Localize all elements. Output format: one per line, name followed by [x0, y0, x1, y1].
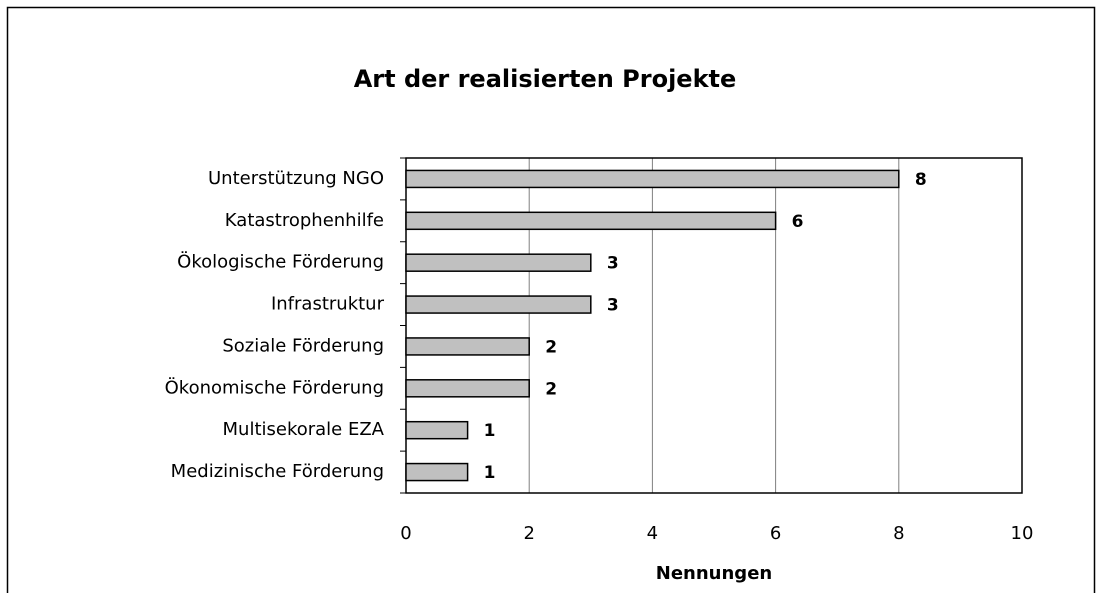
data-label: 2 [545, 379, 557, 399]
y-tick-label: Soziale Förderung [222, 335, 384, 356]
bar [405, 462, 469, 482]
bar [405, 337, 530, 356]
y-tick-label: Ökologische Förderung [177, 251, 384, 273]
x-tick-label: 0 [400, 523, 411, 544]
bar [405, 169, 900, 189]
bar [405, 211, 777, 231]
chart-title: Art der realisierten Projekte [354, 65, 737, 93]
x-tick-label: 8 [893, 523, 904, 544]
y-tick-label: Ökonomische Förderung [165, 376, 384, 398]
data-label: 6 [792, 212, 804, 232]
x-tick-label: 4 [647, 523, 658, 544]
data-label: 8 [915, 170, 927, 190]
y-tick-label: Katastrophenhilfe [225, 210, 384, 231]
x-axis-label: Nennungen [656, 563, 772, 584]
data-label: 3 [607, 254, 619, 274]
y-tick-label: Multisekorale EZA [223, 419, 385, 440]
x-tick-label: 10 [1011, 523, 1034, 544]
data-label: 1 [484, 421, 496, 441]
data-label: 2 [545, 337, 557, 357]
y-tick-label: Medizinische Förderung [171, 461, 384, 482]
y-tick-label: Infrastruktur [271, 294, 385, 315]
bar [405, 420, 469, 440]
bar [405, 253, 592, 272]
x-tick-label: 6 [770, 523, 781, 544]
data-label: 3 [607, 296, 619, 316]
data-label: 1 [484, 463, 496, 483]
y-tick-label: Unterstützung NGO [208, 168, 384, 189]
bar [405, 295, 592, 314]
x-tick-label: 2 [523, 523, 534, 544]
bar [405, 379, 530, 398]
